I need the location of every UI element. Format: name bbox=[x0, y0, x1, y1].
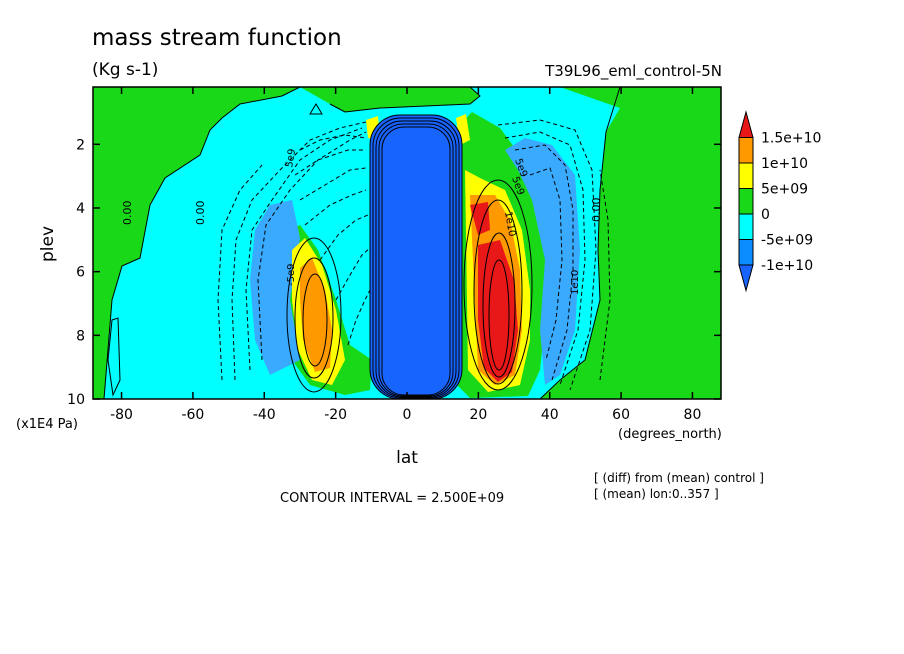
x-axis-title: lat bbox=[396, 448, 418, 468]
dashed-north-3 bbox=[514, 144, 574, 381]
x-tick-label: 40 bbox=[541, 407, 559, 423]
contour-label: 1e10 bbox=[502, 211, 517, 238]
negative-band-north bbox=[505, 138, 580, 385]
positive-region-north-top bbox=[300, 87, 480, 112]
x-tick-label: 80 bbox=[684, 407, 702, 423]
contour-interval-label: CONTOUR INTERVAL = 2.500E+09 bbox=[280, 491, 504, 506]
dashed-north-outer bbox=[497, 119, 597, 391]
x-axis: -80 -60 -40 -20 0 20 40 60 80 bbox=[110, 87, 701, 423]
x-tick-label: 60 bbox=[612, 407, 630, 423]
colorbar-swatch bbox=[738, 188, 754, 215]
contour-island-west bbox=[107, 317, 121, 397]
x-tick-label: 20 bbox=[469, 407, 487, 423]
chart-units: (Kg s-1) bbox=[92, 60, 158, 80]
x-axis-units: (degrees_north) bbox=[618, 427, 722, 442]
x-tick-label: 0 bbox=[403, 407, 412, 423]
dashed-south-7 bbox=[304, 189, 367, 226]
contour-central-1 bbox=[369, 114, 463, 399]
colorbar-label: 0 bbox=[761, 207, 770, 223]
y-tick-label: 4 bbox=[76, 201, 85, 217]
northern-cell-red-top bbox=[470, 202, 490, 235]
contour-label: 0.00 bbox=[194, 201, 207, 226]
central-negative-cell bbox=[370, 115, 462, 399]
chart-title: mass stream function bbox=[92, 25, 342, 51]
dashed-south-3 bbox=[257, 131, 367, 361]
dashed-north-2 bbox=[504, 131, 586, 386]
y-tick-label: 6 bbox=[76, 265, 85, 281]
contour-island-triangle bbox=[309, 103, 323, 115]
contour-central-4 bbox=[378, 123, 454, 397]
contour-label: 5e9 bbox=[284, 148, 298, 169]
contour-central-5 bbox=[381, 126, 451, 396]
colorbar-label: -1e+10 bbox=[761, 258, 813, 274]
dashed-far-east bbox=[599, 169, 611, 381]
mean-note: [ (mean) lon:0..357 ] bbox=[594, 487, 719, 501]
dashed-north-4 bbox=[529, 167, 563, 361]
contour-label: 1e10 bbox=[570, 270, 581, 295]
colorbar-label: 1.5e+10 bbox=[761, 131, 821, 147]
contour-zero-top bbox=[329, 87, 481, 113]
contour-central-2 bbox=[372, 117, 460, 399]
contour-zero-west bbox=[103, 87, 301, 399]
colorbar: 1.5e+10 1e+10 5e+09 0 -5e+09 -1e+10 bbox=[738, 110, 821, 293]
x-tick-label: -60 bbox=[181, 407, 204, 423]
x-tick-label: -20 bbox=[324, 407, 347, 423]
contour-north-cell-3 bbox=[482, 232, 516, 378]
contour-central-3 bbox=[375, 120, 457, 398]
y-axis: 2 4 6 8 10 bbox=[67, 137, 721, 408]
dashed-south-10 bbox=[347, 289, 371, 346]
northern-cell-red bbox=[478, 240, 518, 382]
colorbar-label: 1e+10 bbox=[761, 156, 808, 172]
diff-note: [ (diff) from (mean) control ] bbox=[594, 471, 764, 485]
x-tick-label: -80 bbox=[110, 407, 133, 423]
colorbar-swatch bbox=[738, 110, 754, 138]
contour-north-cell-1 bbox=[463, 179, 533, 391]
y-tick-label: 8 bbox=[76, 328, 85, 344]
y-tick-label: 2 bbox=[76, 137, 85, 153]
dashed-south-2 bbox=[245, 127, 363, 371]
contour-south-cell-3 bbox=[302, 273, 328, 367]
y-axis-title: plev bbox=[38, 226, 58, 262]
contour-south-cell-2 bbox=[294, 257, 334, 379]
positive-region-east bbox=[540, 87, 721, 399]
colorbar-swatch bbox=[738, 264, 754, 293]
southern-cell-orange bbox=[300, 258, 332, 372]
y-tick-label: 10 bbox=[67, 392, 85, 408]
contour-label: 0.00 bbox=[121, 201, 134, 226]
contour-north-cell-2 bbox=[473, 199, 523, 385]
y-axis-units: (x1E4 Pa) bbox=[16, 417, 78, 432]
colorbar-swatch bbox=[738, 137, 754, 164]
x-tick-label: -40 bbox=[253, 407, 276, 423]
dashed-far-west bbox=[217, 164, 263, 381]
colorbar-swatch bbox=[738, 239, 754, 266]
dashed-south-9 bbox=[335, 247, 371, 301]
dashed-south-5 bbox=[294, 149, 366, 176]
dashed-south-6 bbox=[299, 167, 367, 201]
dashed-contours bbox=[217, 119, 611, 391]
dashed-south-outer bbox=[231, 121, 367, 381]
contour-south-cell-1 bbox=[286, 237, 342, 393]
contour-lines bbox=[103, 87, 621, 399]
dataset-label: T39L96_eml_control-5N bbox=[544, 62, 722, 81]
dashed-south-4 bbox=[299, 134, 367, 151]
colorbar-swatch bbox=[738, 213, 754, 240]
colorbar-swatch bbox=[738, 162, 754, 189]
contour-label: 0.00 bbox=[590, 198, 603, 223]
contour-label: -5e9 bbox=[286, 264, 297, 287]
colorbar-label: 5e+09 bbox=[761, 182, 808, 198]
contour-zero-east bbox=[539, 87, 621, 399]
colorbar-label: -5e+09 bbox=[761, 233, 813, 249]
positive-region-west bbox=[93, 87, 300, 399]
contour-label-layer: 0.00 0.00 0.00 5e9 -5e9 5e9 1e10 5e9 1e1… bbox=[121, 148, 603, 295]
contour-north-cell-4 bbox=[488, 259, 510, 371]
plot-area bbox=[93, 87, 721, 399]
dashed-south-8 bbox=[319, 214, 369, 261]
